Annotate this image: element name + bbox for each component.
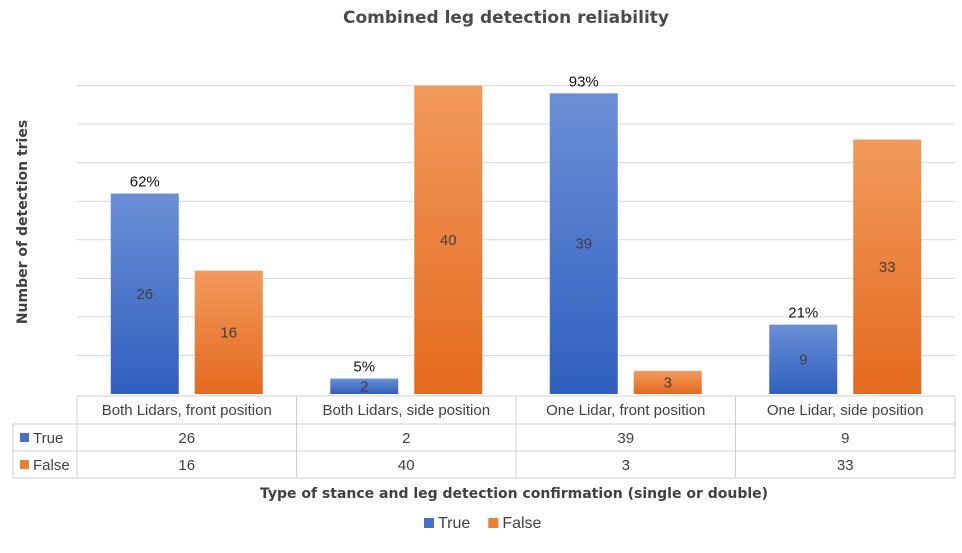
data-label: 9: [799, 351, 807, 368]
table-cell: 2: [402, 430, 410, 447]
category-label: Both Lidars, side position: [322, 402, 490, 419]
data-label: 2: [360, 378, 368, 395]
bar-false: [414, 85, 483, 394]
series-label: False: [33, 457, 70, 474]
table-cell: 39: [617, 430, 634, 447]
data-label: 16: [220, 324, 237, 341]
bar-true: [549, 93, 618, 394]
table-cell: 33: [837, 457, 854, 474]
legend-label: False: [502, 515, 541, 532]
category-label: One Lidar, front position: [546, 402, 705, 419]
bar-false: [194, 270, 263, 394]
data-label: 40: [440, 232, 457, 249]
data-label: 26: [136, 286, 153, 303]
bar-true: [330, 378, 399, 394]
legend-key-true: [20, 433, 29, 442]
percent-annotation: 21%: [788, 305, 818, 322]
legend-swatch-false: [488, 518, 499, 528]
table-cell: 9: [841, 430, 849, 447]
legend: True False: [424, 515, 542, 532]
data-label: 39: [575, 236, 592, 253]
legend-swatch-true: [424, 518, 434, 528]
x-axis-label: Type of stance and leg detection confirm…: [260, 486, 768, 502]
data-label: 33: [879, 259, 896, 276]
category-label: One Lidar, side position: [767, 402, 924, 419]
bar-true: [110, 193, 179, 394]
bar-true: [769, 324, 838, 394]
table-cell: 3: [622, 457, 630, 474]
percent-annotation: 5%: [353, 359, 375, 376]
data-label: 3: [664, 374, 672, 391]
data-table: Both Lidars, front position 26 16 Both Lida…: [12, 395, 956, 479]
bar-false: [853, 139, 922, 394]
table-cell: 40: [398, 457, 415, 474]
y-axis-label: Number of detection tries: [15, 120, 31, 324]
percent-annotation: 62%: [130, 174, 160, 191]
table-cell: 26: [178, 430, 195, 447]
bar-false: [633, 370, 702, 394]
series-label: True: [33, 430, 63, 447]
category-label: Both Lidars, front position: [102, 402, 272, 419]
percent-annotation: 93%: [569, 73, 599, 90]
table-cell: 16: [178, 457, 195, 474]
chart-title: Combined leg detection reliability: [343, 8, 669, 28]
legend-key-false: [20, 460, 29, 469]
legend-label: True: [438, 515, 470, 532]
